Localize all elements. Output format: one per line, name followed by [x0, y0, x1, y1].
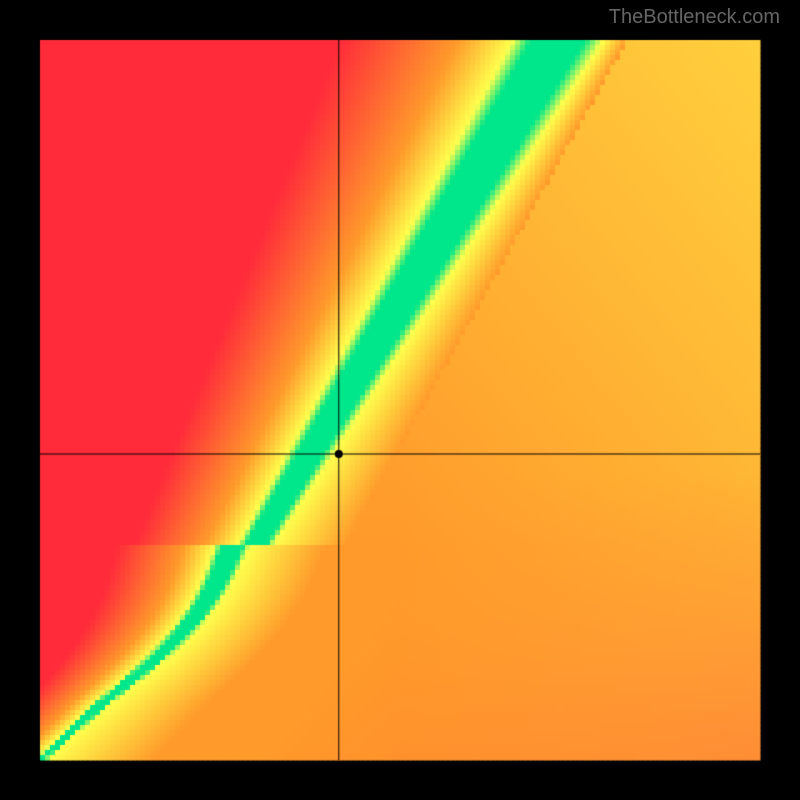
chart-container: TheBottleneck.com	[0, 0, 800, 800]
watermark-text: TheBottleneck.com	[609, 6, 780, 29]
bottleneck-heatmap	[0, 0, 800, 800]
